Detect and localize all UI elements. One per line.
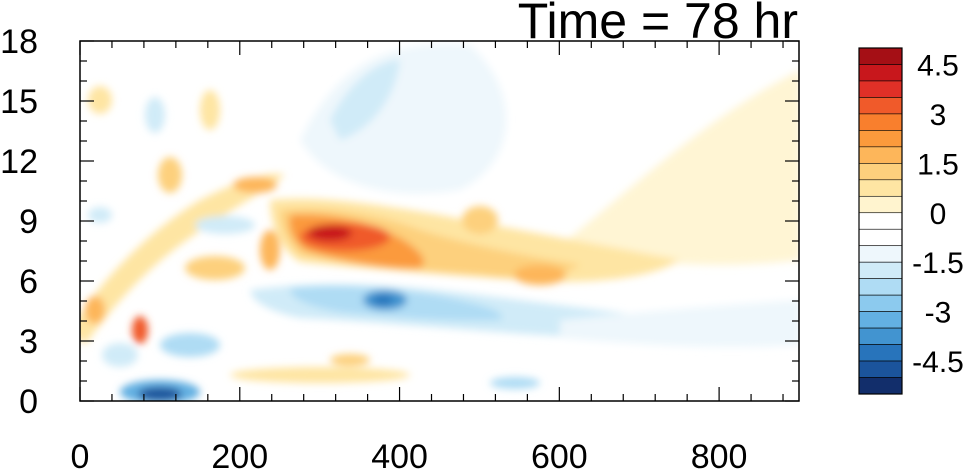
warm-patch-left-6	[233, 177, 277, 193]
cold-patch-left-1	[88, 207, 112, 223]
x-tick-label: 400	[371, 438, 428, 473]
colorbar-box	[858, 311, 903, 329]
colorbar-box	[858, 327, 903, 345]
colorbar-box	[858, 245, 903, 263]
y-tick-label: 6	[19, 263, 38, 301]
colorbar-box	[858, 130, 903, 148]
warm-diag-core-2	[260, 230, 280, 270]
colorbar-box	[858, 344, 903, 362]
colorbar-box	[858, 212, 903, 230]
colorbar-box	[858, 47, 903, 65]
colorbar-label: 0	[930, 198, 947, 231]
warm-patch-left-2	[185, 256, 245, 280]
surface-cold-spot	[490, 377, 540, 389]
colorbar-box	[858, 294, 903, 312]
colorbar-box	[858, 261, 903, 279]
surface-warm-streak	[230, 367, 410, 383]
colorbar-label: -1.5	[912, 247, 964, 280]
y-tick-label: 12	[0, 143, 38, 181]
y-tick-label: 9	[19, 203, 38, 241]
colorbar-box	[858, 64, 903, 82]
colorbar-box	[858, 163, 903, 181]
colorbar: 4.5 3 1.5 0 -1.5 -3 -4.5	[858, 47, 964, 395]
colorbar-box	[858, 278, 903, 296]
colorbar-label: 3	[930, 99, 947, 132]
cold-core-peak	[373, 295, 393, 305]
colorbar-box	[858, 377, 903, 395]
warm-patch-left-1	[85, 296, 105, 324]
colorbar-label: 4.5	[917, 49, 959, 82]
warm-spot-right	[514, 265, 566, 285]
pale-cold-region	[300, 44, 507, 194]
cold-patch-left-5	[102, 343, 138, 367]
surface-warm-spot	[330, 354, 370, 366]
pale-warm-region	[560, 70, 799, 265]
warm-patch-left-3	[158, 157, 182, 193]
x-tick-label: 200	[211, 438, 268, 473]
warm-patch-left-5	[88, 86, 112, 114]
cold-patch-left-2	[145, 97, 165, 133]
y-tick-label: 0	[19, 383, 38, 421]
warm-diag-core	[132, 316, 148, 344]
y-tick-label: 15	[0, 83, 38, 121]
x-tick-label: 600	[531, 438, 588, 473]
x-tick-label: 800	[691, 438, 748, 473]
colorbar-box	[858, 97, 903, 115]
cold-streak-upper	[330, 60, 400, 140]
y-axis: 0 3 6 9 12 15 18	[0, 23, 799, 421]
warm-patch-left-4	[200, 90, 220, 130]
cold-right-lower	[560, 300, 799, 348]
colorbar-box	[858, 179, 903, 197]
colorbar-box	[858, 80, 903, 98]
cold-patch-left-3	[195, 216, 255, 234]
colorbar-box	[858, 113, 903, 131]
colorbar-frame	[858, 47, 903, 395]
chart-title: Time = 78 hr	[518, 0, 798, 49]
y-tick-label: 3	[19, 323, 38, 361]
colorbar-label: -4.5	[912, 346, 964, 379]
contour-field	[80, 44, 799, 401]
warm-spot-upper	[462, 206, 498, 234]
colorbar-box	[858, 146, 903, 164]
x-axis: 0 200 400 600 800	[71, 41, 784, 473]
x-tick-label: 0	[71, 438, 90, 473]
colorbar-box	[858, 195, 903, 214]
warm-core-peak	[308, 225, 352, 241]
colorbar-box	[858, 360, 903, 378]
colorbar-label: -3	[925, 297, 952, 330]
y-tick-label: 18	[0, 23, 38, 61]
colorbar-box	[858, 228, 903, 247]
colorbar-label: 1.5	[917, 148, 959, 181]
surface-cold-core-peak	[138, 387, 182, 401]
cold-patch-left-4	[160, 333, 220, 357]
